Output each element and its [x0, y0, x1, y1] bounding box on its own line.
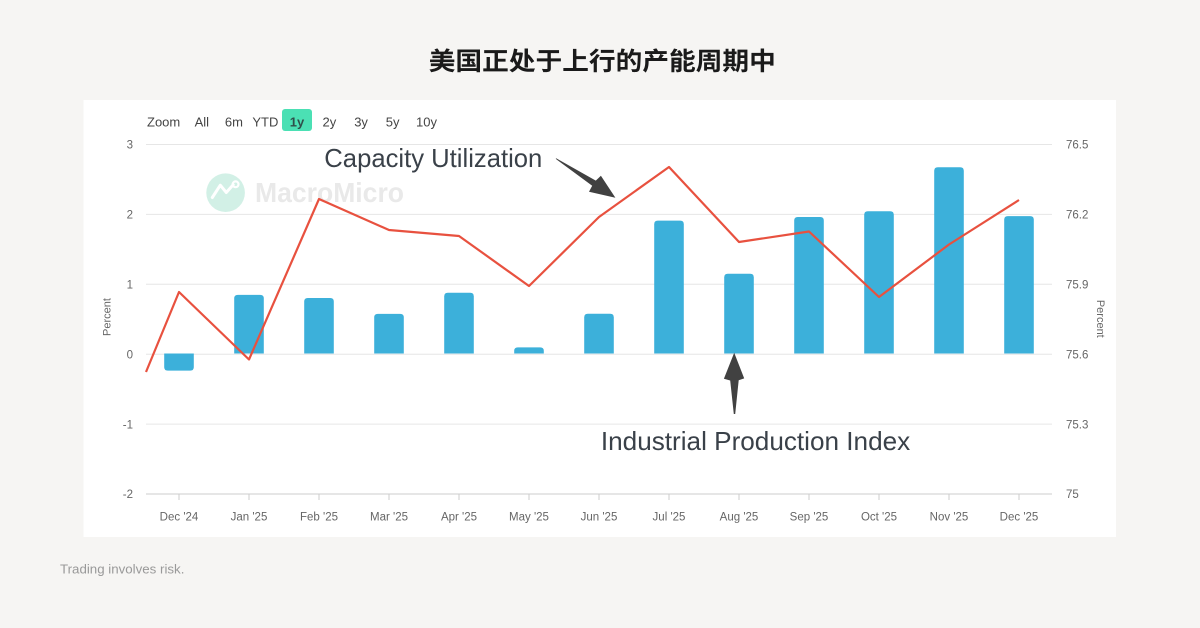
svg-text:0: 0 — [127, 349, 133, 361]
svg-text:May '25: May '25 — [509, 512, 549, 524]
svg-text:Percent: Percent — [102, 298, 114, 336]
svg-text:Aug '25: Aug '25 — [720, 512, 759, 524]
svg-text:76.5: 76.5 — [1066, 140, 1088, 152]
svg-text:3: 3 — [127, 140, 133, 152]
svg-text:1y: 1y — [290, 115, 305, 130]
svg-text:1: 1 — [127, 280, 133, 292]
svg-text:75: 75 — [1066, 489, 1079, 501]
svg-text:Feb '25: Feb '25 — [300, 512, 338, 524]
svg-text:Percent: Percent — [1094, 300, 1106, 338]
svg-text:Capacity Utilization: Capacity Utilization — [324, 143, 542, 173]
svg-text:Nov '25: Nov '25 — [930, 512, 969, 524]
svg-text:10y: 10y — [416, 115, 437, 130]
svg-text:75.3: 75.3 — [1066, 419, 1088, 431]
svg-text:Dec '25: Dec '25 — [1000, 512, 1039, 524]
svg-text:Apr '25: Apr '25 — [441, 512, 477, 524]
svg-text:Trading involves risk.: Trading involves risk. — [60, 562, 184, 577]
svg-text:76.2: 76.2 — [1066, 210, 1088, 222]
svg-text:Industrial Production Index: Industrial Production Index — [601, 426, 910, 456]
svg-text:2: 2 — [127, 210, 133, 222]
svg-text:2y: 2y — [323, 115, 337, 130]
svg-text:Zoom: Zoom — [147, 115, 180, 130]
svg-text:Sep '25: Sep '25 — [790, 512, 829, 524]
svg-text:3y: 3y — [354, 115, 368, 130]
svg-text:Jun '25: Jun '25 — [581, 512, 618, 524]
svg-text:75.6: 75.6 — [1066, 349, 1088, 361]
svg-text:75.9: 75.9 — [1066, 280, 1088, 292]
svg-text:-2: -2 — [123, 489, 133, 501]
svg-text:Jul '25: Jul '25 — [653, 512, 686, 524]
svg-text:5y: 5y — [386, 115, 400, 130]
svg-text:YTD: YTD — [252, 115, 278, 130]
svg-text:-1: -1 — [123, 419, 133, 431]
svg-text:All: All — [195, 115, 210, 130]
svg-text:Mar '25: Mar '25 — [370, 512, 408, 524]
svg-text:Dec '24: Dec '24 — [160, 512, 199, 524]
svg-text:6m: 6m — [225, 115, 243, 130]
svg-text:Oct '25: Oct '25 — [861, 512, 897, 524]
svg-text:Jan '25: Jan '25 — [231, 512, 268, 524]
